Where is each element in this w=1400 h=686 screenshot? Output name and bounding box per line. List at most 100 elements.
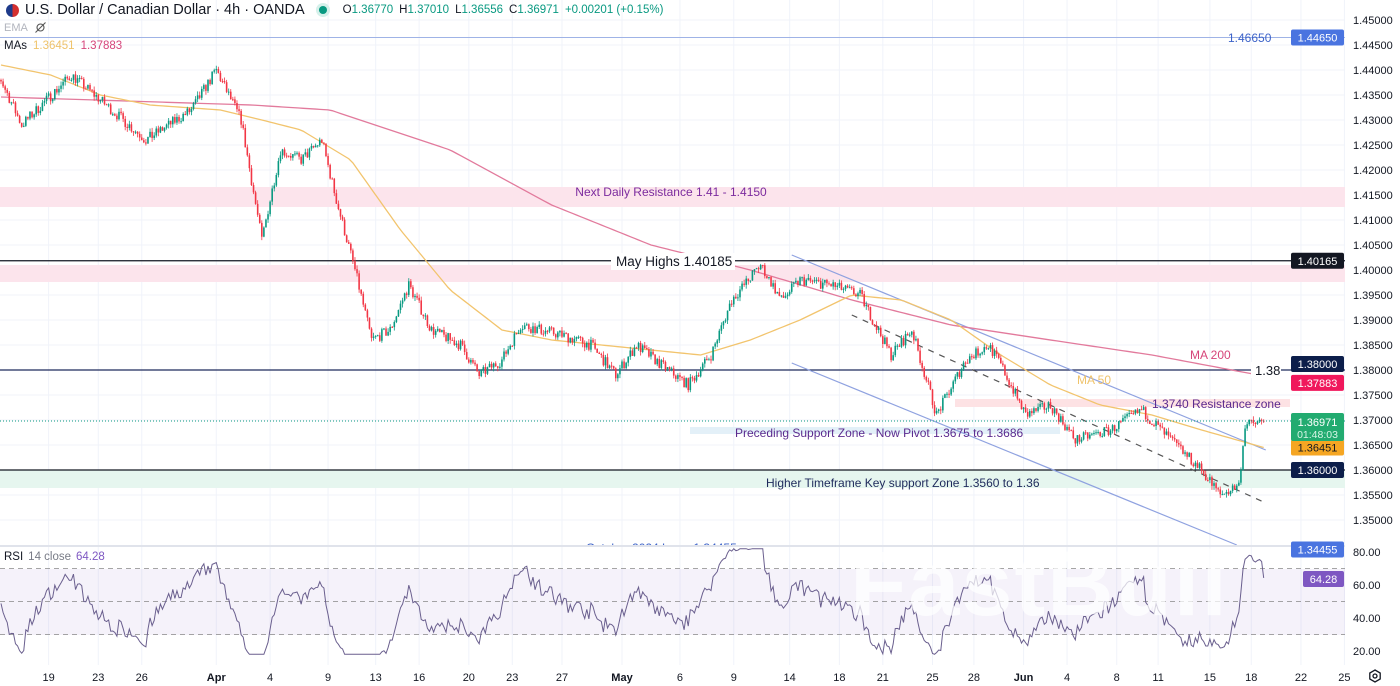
candle-body — [494, 363, 497, 367]
candle-body — [89, 85, 91, 90]
candle-body — [1242, 446, 1244, 471]
time-axis-labels[interactable]: 19 23 26 Apr 4 9 13 16 20 23 27 May 6 9 14 18 21 25 28 Jun 4… — [42, 672, 1350, 684]
candle-body — [132, 131, 135, 133]
candle-body — [140, 137, 143, 141]
settings-icon[interactable] — [1369, 669, 1381, 683]
close-label: C — [509, 4, 518, 16]
candle-body — [484, 367, 487, 374]
candle-body — [710, 359, 712, 361]
candle-body — [205, 85, 207, 91]
candle-body — [1182, 446, 1184, 454]
candle-body — [302, 154, 305, 164]
ma200-line — [0, 96, 1264, 377]
candle-body — [892, 355, 894, 361]
hidden-eye-icon[interactable] — [34, 21, 47, 34]
candle-body — [337, 203, 340, 210]
candle-body — [985, 347, 988, 349]
candle-body — [327, 156, 329, 165]
rsi-band-fill — [0, 569, 1345, 635]
candle-body — [1120, 421, 1122, 423]
price-tick-label: 1.40500 — [1353, 240, 1393, 252]
price-axis[interactable] — [1345, 0, 1400, 665]
candle-body — [848, 287, 851, 289]
candle-body — [886, 337, 888, 347]
candle-body — [503, 351, 505, 360]
candle-body — [1221, 494, 1224, 496]
candle-body — [708, 359, 710, 361]
candle-body — [631, 350, 634, 356]
candle-body — [1033, 408, 1035, 414]
rsi-label[interactable]: RSI — [4, 551, 24, 563]
candle-body — [828, 283, 830, 285]
candle-body — [0, 80, 2, 82]
candle-body — [590, 339, 592, 350]
candle-body — [625, 362, 627, 369]
candle-body — [74, 74, 77, 83]
october-lows-label: October 2024 Lows 1.34455 — [586, 541, 737, 555]
candle-body — [821, 282, 824, 289]
zones — [0, 187, 1345, 488]
candle-body — [1107, 427, 1110, 435]
price-tick-label: 1.35500 — [1353, 490, 1393, 502]
candle-body — [198, 95, 201, 98]
candle-body — [933, 405, 936, 414]
may_high-badge-text: 1.40165 — [1298, 256, 1338, 268]
candle-body — [1229, 490, 1232, 495]
candle-body — [871, 320, 874, 325]
ema-indicator-label[interactable]: EMA — [4, 21, 28, 34]
price-tick-label: 1.44000 — [1353, 65, 1393, 77]
candle-body — [519, 330, 522, 333]
candle-body — [343, 219, 346, 236]
candle-body — [948, 393, 950, 395]
candle-body — [621, 361, 623, 369]
candle-body — [229, 91, 232, 100]
mas-indicator-label[interactable]: MAs — [4, 40, 27, 52]
candle-body — [714, 343, 716, 347]
level_138-badge — [1291, 356, 1344, 372]
symbol-title[interactable]: U.S. Dollar / Canadian Dollar · 4h · OAN… — [25, 2, 305, 18]
candle-body — [356, 269, 358, 274]
candle-body — [896, 345, 899, 347]
candle-body — [33, 114, 35, 118]
ma50-line — [0, 64, 1264, 449]
candle-body — [1165, 431, 1168, 435]
candle-body — [534, 326, 536, 334]
candle-body — [1070, 430, 1072, 432]
candle-body — [1057, 413, 1060, 422]
candle-body — [975, 348, 977, 359]
candle-body — [45, 95, 48, 102]
candle-body — [774, 283, 776, 294]
candle-body — [853, 288, 855, 295]
candle-body — [1047, 402, 1050, 409]
candle-body — [184, 113, 187, 115]
candle-body — [772, 283, 774, 287]
candle-body — [1126, 414, 1128, 417]
candle-body — [306, 152, 309, 158]
candle-body — [101, 96, 104, 101]
candle-body — [1113, 425, 1116, 432]
candle-body — [223, 81, 226, 83]
candle-body — [743, 283, 745, 285]
candle-body — [244, 127, 247, 148]
candle-body — [716, 340, 719, 344]
candle-body — [1200, 463, 1203, 471]
candle-body — [1051, 408, 1054, 414]
candle-body — [56, 89, 58, 93]
time-tick-label: Jun — [1014, 672, 1034, 684]
candle-body — [376, 335, 379, 337]
candle-body — [1074, 438, 1077, 444]
candle-body — [159, 127, 162, 133]
candle-body — [1060, 416, 1062, 422]
october_low-badge-text: 1.34455 — [1298, 545, 1338, 557]
candle-body — [966, 362, 969, 364]
candle-body — [1020, 400, 1023, 410]
channel-middle-line — [851, 314, 1267, 504]
candle-body — [557, 332, 559, 338]
candle-body — [352, 250, 354, 261]
candle-body — [623, 361, 625, 369]
candle-body — [817, 279, 820, 281]
candle-body — [1186, 452, 1188, 457]
higher-tf-support-label: Higher Timeframe Key support Zone 1.3560… — [766, 476, 1040, 490]
price-tick-label: 1.38500 — [1353, 340, 1393, 352]
